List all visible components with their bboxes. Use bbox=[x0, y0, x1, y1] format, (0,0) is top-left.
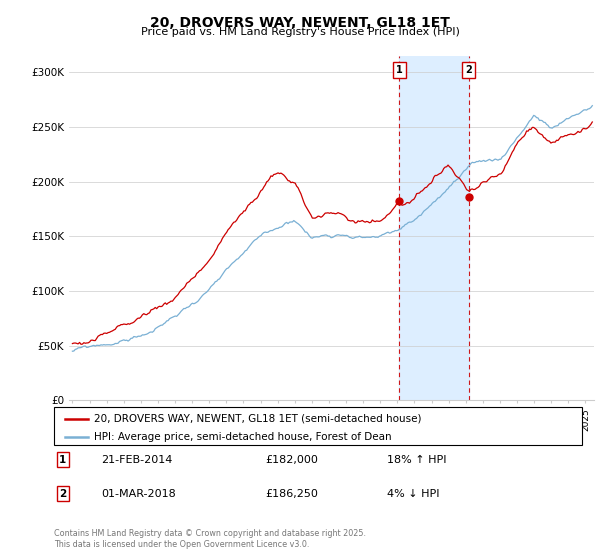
Text: Contains HM Land Registry data © Crown copyright and database right 2025.
This d: Contains HM Land Registry data © Crown c… bbox=[54, 529, 366, 549]
Text: 20, DROVERS WAY, NEWENT, GL18 1ET: 20, DROVERS WAY, NEWENT, GL18 1ET bbox=[150, 16, 450, 30]
Text: HPI: Average price, semi-detached house, Forest of Dean: HPI: Average price, semi-detached house,… bbox=[94, 432, 391, 442]
FancyBboxPatch shape bbox=[54, 407, 582, 445]
Text: 2: 2 bbox=[465, 64, 472, 74]
Text: 1: 1 bbox=[59, 455, 67, 465]
Text: 21-FEB-2014: 21-FEB-2014 bbox=[101, 455, 173, 465]
Text: 4% ↓ HPI: 4% ↓ HPI bbox=[386, 489, 439, 499]
Text: 18% ↑ HPI: 18% ↑ HPI bbox=[386, 455, 446, 465]
Text: 2: 2 bbox=[59, 489, 67, 499]
Text: 1: 1 bbox=[396, 64, 403, 74]
Text: £186,250: £186,250 bbox=[265, 489, 318, 499]
Text: Price paid vs. HM Land Registry's House Price Index (HPI): Price paid vs. HM Land Registry's House … bbox=[140, 27, 460, 37]
Text: 20, DROVERS WAY, NEWENT, GL18 1ET (semi-detached house): 20, DROVERS WAY, NEWENT, GL18 1ET (semi-… bbox=[94, 413, 421, 423]
Text: 01-MAR-2018: 01-MAR-2018 bbox=[101, 489, 176, 499]
Text: £182,000: £182,000 bbox=[265, 455, 318, 465]
Bar bbox=[400, 56, 469, 400]
